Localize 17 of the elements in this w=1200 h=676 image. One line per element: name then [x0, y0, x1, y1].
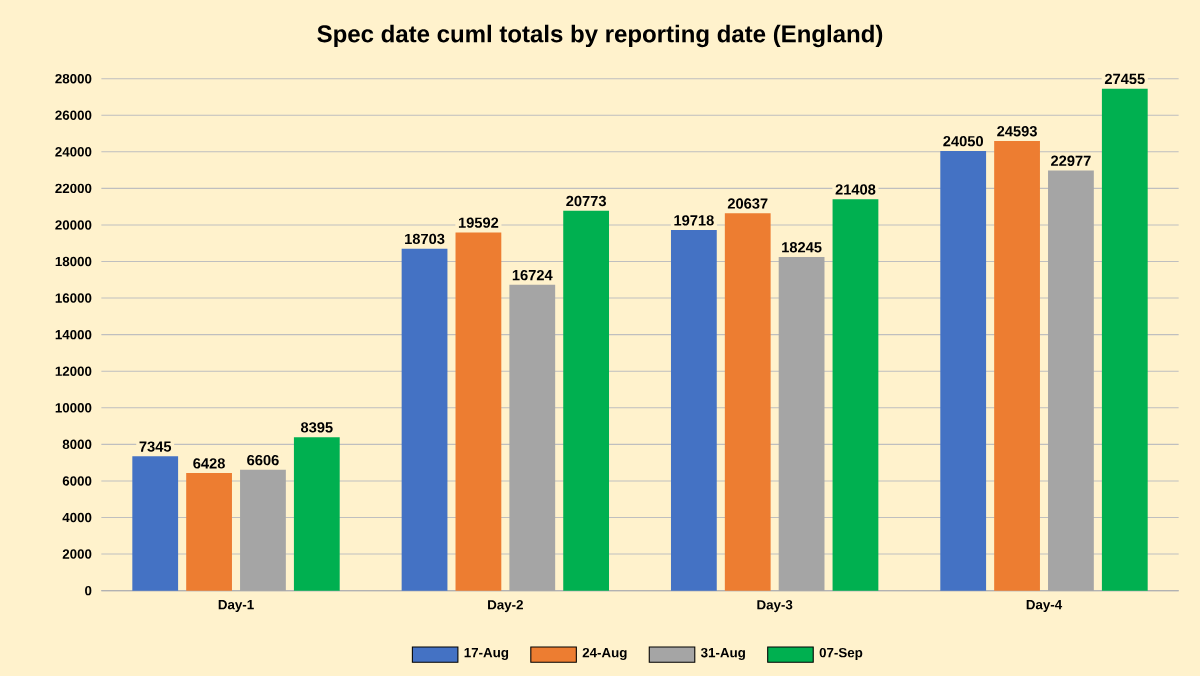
bar: [240, 469, 286, 591]
bar: [670, 230, 717, 591]
bar: [994, 140, 1040, 591]
bar: [293, 437, 340, 591]
bar: [832, 199, 879, 591]
bar: [186, 473, 232, 591]
bar: [724, 213, 771, 591]
bar: [1048, 170, 1094, 591]
bar: [132, 456, 179, 591]
chart-title: Spec date cuml totals by reporting date (England): [317, 24, 883, 48]
bar: [778, 257, 825, 591]
bar: [401, 248, 448, 591]
bar: [455, 232, 502, 591]
bar: [563, 210, 610, 591]
bar: [509, 284, 556, 591]
bar: [940, 150, 987, 591]
bar: [1101, 88, 1148, 591]
